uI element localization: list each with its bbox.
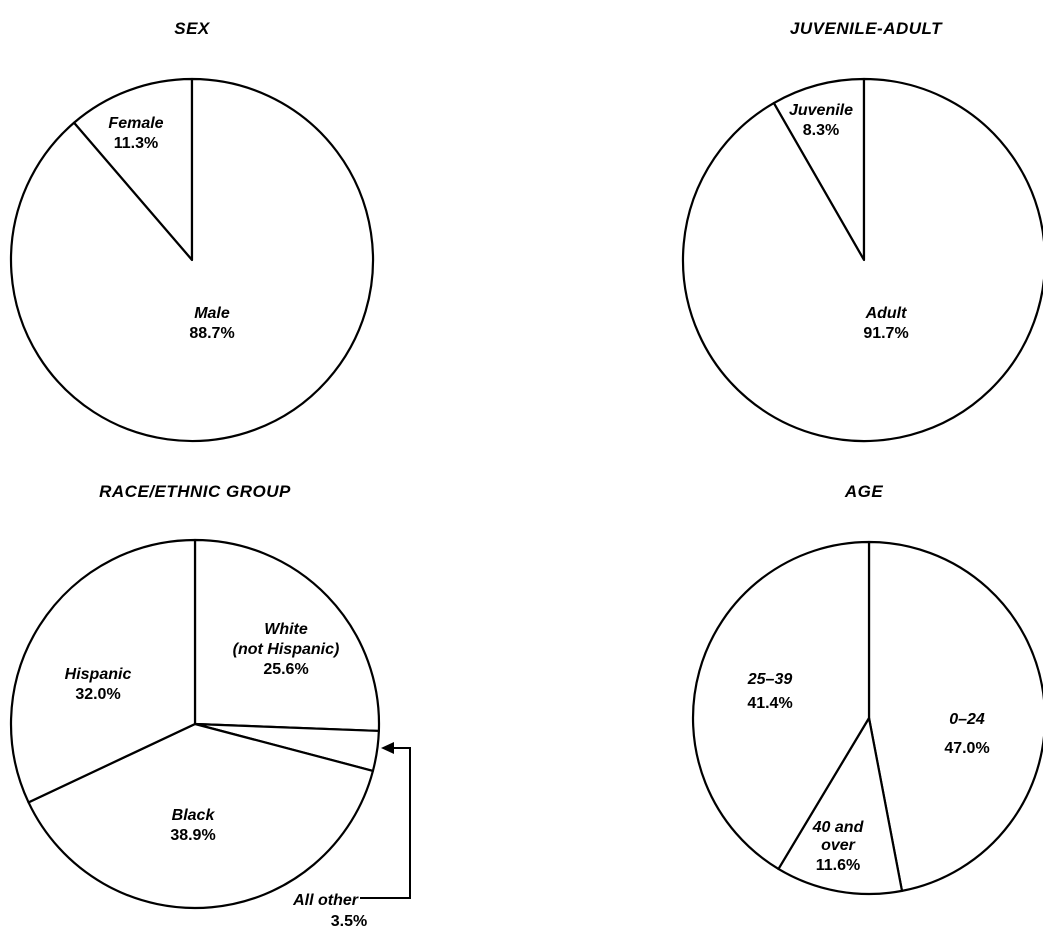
slice-label-adult-name: Adult — [865, 305, 908, 322]
slice-label-black-name: Black — [172, 807, 216, 824]
chart-title-sex: SEX — [174, 19, 211, 38]
pie-chart-age: AGE 0–24 47.0% 25–39 41.4% 40 and over 1… — [691, 482, 1043, 896]
allother-callout — [360, 742, 411, 899]
slice-label-25-39-name: 25–39 — [747, 671, 793, 688]
slice-label-female-value: 11.3% — [114, 135, 158, 152]
pie-chart-sex: SEX Female 11.3% Male 88.7% — [9, 19, 375, 443]
pie-slice-race-ethnic-hispanic — [9, 538, 197, 804]
pie-sex-slices — [9, 77, 375, 443]
slice-label-allother-value: 3.5% — [331, 913, 367, 930]
pie-chart-race-ethnic: RACE/ETHNIC GROUP White (not Hispanic) 2… — [9, 482, 411, 930]
slice-label-white-name: White — [264, 621, 308, 638]
pie-slice-age-40-and — [777, 716, 904, 896]
pie-juvenile-adult-slices — [681, 77, 1043, 443]
pie-slice-age-25-39 — [691, 540, 871, 871]
slice-label-hispanic-value: 32.0% — [75, 686, 120, 703]
pie-slice-race-ethnic-white — [193, 538, 381, 733]
pie-slice-age-0-24 — [867, 540, 1043, 892]
slice-label-white-value: 25.6% — [263, 661, 308, 678]
pie-slice-sex-male — [9, 77, 375, 443]
slice-label-hispanic-name: Hispanic — [65, 666, 132, 683]
slice-label-white-name-line2: (not Hispanic) — [233, 641, 340, 658]
chart-title-age: AGE — [844, 482, 884, 501]
slice-label-0-24-value: 47.0% — [944, 740, 989, 757]
pie-age-slices — [691, 540, 1043, 896]
slice-label-40over-name: 40 and — [812, 819, 865, 836]
callout-arrowhead — [381, 742, 394, 754]
slice-label-adult-value: 91.7% — [863, 325, 908, 342]
pie-slice-sex-female — [72, 77, 194, 262]
pie-race-ethnic-slices — [9, 538, 381, 910]
slice-label-0-24-name: 0–24 — [949, 711, 985, 728]
slice-label-juvenile-value: 8.3% — [803, 122, 839, 139]
pie-chart-juvenile-adult: JUVENILE-ADULT Juvenile 8.3% Adult 91.7% — [681, 19, 1043, 443]
chart-title-juvenile-adult: JUVENILE-ADULT — [790, 19, 943, 38]
slice-label-female-name: Female — [108, 115, 163, 132]
pie-slice-juvenile-adult-adult — [681, 77, 1043, 443]
slice-label-male-value: 88.7% — [189, 325, 234, 342]
slice-label-25-39-value: 41.4% — [747, 695, 792, 712]
slice-label-black-value: 38.9% — [170, 827, 215, 844]
slice-label-40over-value: 11.6% — [816, 857, 860, 874]
slice-label-juvenile-name: Juvenile — [789, 102, 853, 119]
chart-title-race-ethnic: RACE/ETHNIC GROUP — [99, 482, 291, 501]
slice-label-allother-name: All other — [292, 892, 359, 909]
pie-slice-juvenile-adult-juvenile — [772, 77, 866, 262]
slice-label-male-name: Male — [194, 305, 230, 322]
pie-slice-race-ethnic-black — [27, 722, 375, 910]
slice-label-40over-name-line2: over — [821, 837, 856, 854]
callout-arrow-line — [360, 747, 411, 899]
